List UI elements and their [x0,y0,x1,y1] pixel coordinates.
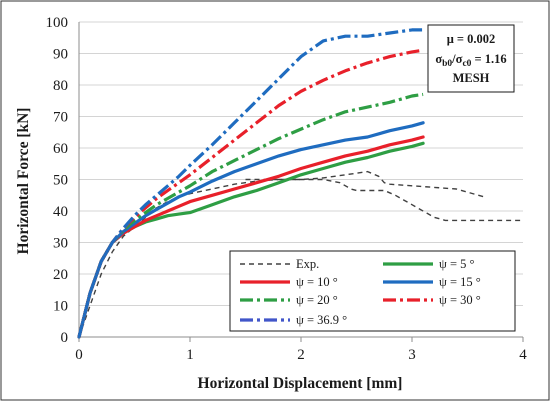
legend-label-4: ψ = 20 ° [296,293,338,307]
legend-label-1: ψ = 5 ° [439,257,475,271]
legend-label-5: ψ = 30 ° [439,293,481,307]
anno-sigma-1: σ [435,52,442,66]
legend-label-0: Exp. [296,257,319,271]
y-tick-label-9: 90 [53,47,68,63]
y-tick-label-0: 0 [61,330,69,346]
legend-label-3: ψ = 15 ° [439,275,481,289]
annotation-line-1: μ = 0.002 [447,32,496,46]
x-tick-label-1: 1 [186,347,194,363]
anno-sub-c0: c0 [462,59,471,69]
series-line-7 [77,28,424,338]
x-tick-label-2: 2 [297,347,305,363]
y-tick-label-2: 20 [53,267,68,283]
y-tick-label-7: 70 [53,110,68,126]
annotation-line-2: σb0/σc0 = 1.16 [435,52,506,69]
y-tick-label-8: 80 [53,78,68,94]
legend-label-6: ψ = 36.9 ° [296,313,347,327]
legend-label-2: ψ = 10 ° [296,275,338,289]
anno-slash-sigma: /σ [451,52,462,66]
series-line-1 [245,178,523,222]
legend: Exp. ψ = 5 ° ψ = 10 ° ψ = 15 ° ψ = 20 ° ψ = 3… [229,250,516,332]
series-line-5 [77,92,424,338]
y-tick-label-6: 60 [53,141,68,157]
annotation-frame [427,24,515,93]
y-tick-label-3: 30 [53,236,68,252]
y-tick-label-5: 50 [53,173,68,189]
series-layer [77,28,523,339]
anno-sub-b0: b0 [442,59,452,69]
x-tick-label-3: 3 [408,347,416,363]
annotation-box: μ = 0.002 σb0/σc0 = 1.16 MESH [427,24,515,93]
y-tick-label-10: 100 [46,15,69,31]
y-axis-title: Horizontal Force [kN] [15,108,32,255]
x-tick-label-4: 4 [519,347,527,363]
annotation-line-3: MESH [453,71,490,85]
x-tick-label-0: 0 [75,347,83,363]
x-axis-title: Horizontal Displacement [mm] [198,375,403,392]
y-tick-label-4: 40 [53,204,68,220]
y-tick-label-1: 10 [53,299,68,315]
anno-value: = 1.16 [471,52,506,66]
series-line-6 [77,48,424,338]
